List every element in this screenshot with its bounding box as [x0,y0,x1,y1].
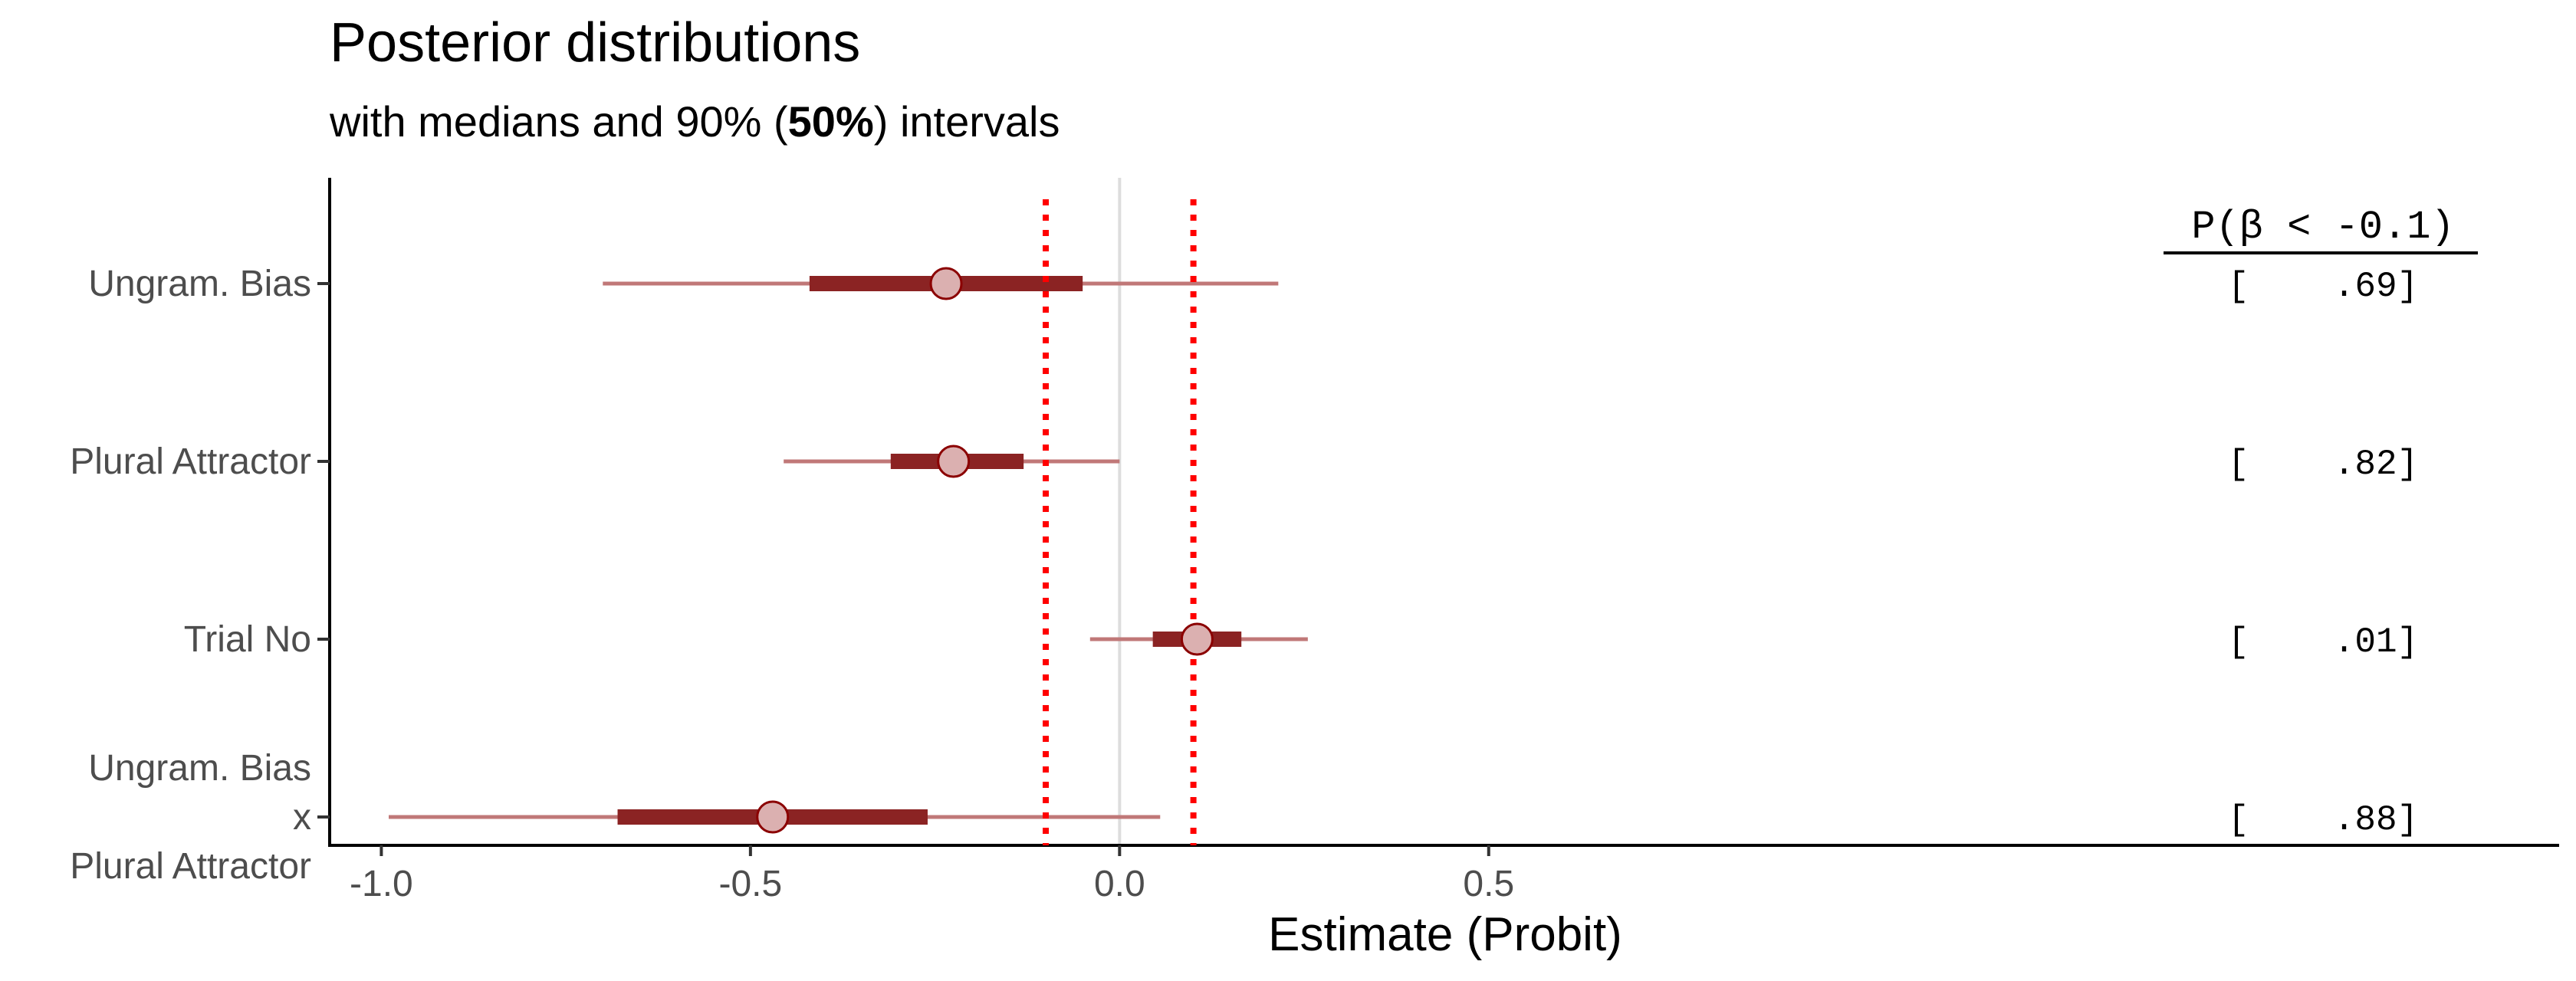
x-tick-label: 0.0 [1094,864,1145,904]
median-point [1180,622,1214,656]
annotation-header: P(β < -0.1) [2191,205,2454,250]
x-tick-label: -1.0 [350,864,413,904]
x-tick-label: 0.5 [1463,864,1514,904]
subtitle-suffix: ) intervals [874,97,1060,146]
y-tick-label: Plural Attractor [70,441,311,482]
chart-title: Posterior distributions [330,12,860,74]
x-axis-label: Estimate (Probit) [1268,908,1622,961]
subtitle-bold: 50% [788,97,874,146]
subtitle-prefix: with medians and 90% ( [329,97,788,146]
chart-subtitle: with medians and 90% (50%) intervals [329,97,1060,146]
probability-annotation: [ .88] [2228,800,2418,840]
y-tick-label: Ungram. Bias [88,748,311,789]
y-tick-label: Trial No [184,619,311,660]
probability-annotation: [ .01] [2228,622,2418,662]
probability-annotation: [ .69] [2228,267,2418,307]
x-tick-label: -0.5 [719,864,783,904]
probability-annotation: [ .82] [2228,445,2418,484]
median-point [929,267,963,300]
y-tick-label: Ungram. Bias [88,264,311,304]
y-tick-label: Plural Attractor [70,846,311,887]
median-point [756,800,790,834]
plot-area: -1.0 -0.5 0.0 0.5 Ungram. Bias [ .69] Plural A… [70,178,2559,904]
y-tick-label: x [293,797,311,838]
median-point [937,445,971,478]
